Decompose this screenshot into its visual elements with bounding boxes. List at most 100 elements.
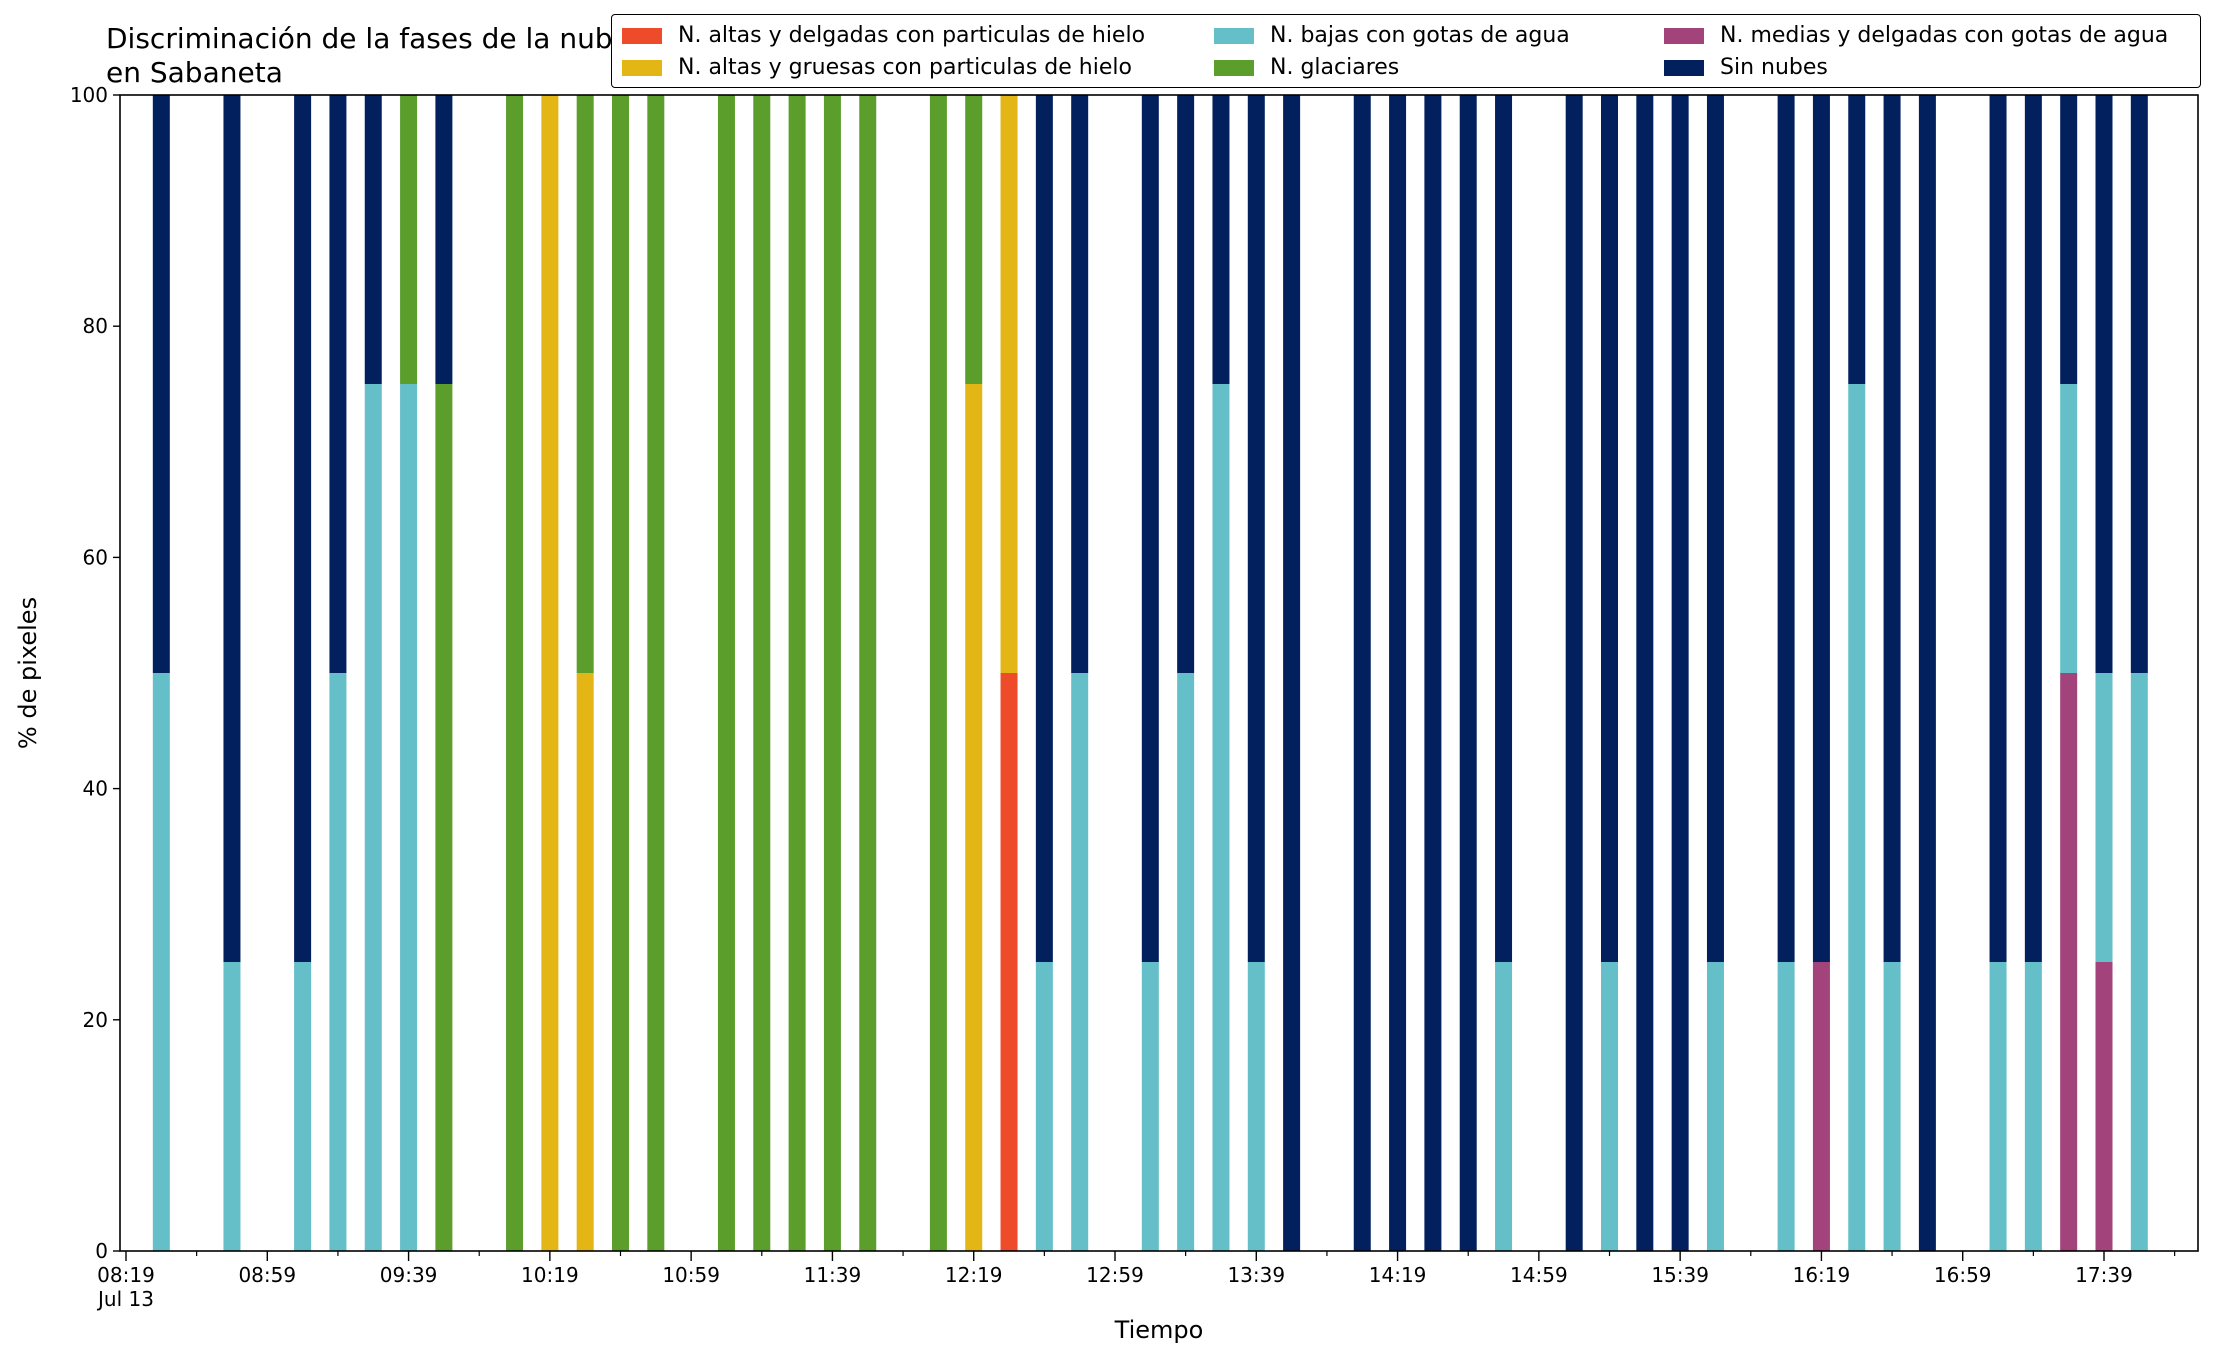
bar-segment [2024,95,2042,962]
bar-segment [2060,95,2078,384]
bar-segment [859,95,877,1251]
bar-segment [965,95,983,384]
bar-segment [717,95,735,1251]
legend-item: N. bajas con gotas de agua [1214,23,1570,48]
y-tick-label: 60 [83,545,108,569]
plot-frame [119,94,2199,1252]
y-tick-label: 100 [70,83,108,107]
bar-segment [329,673,347,1251]
bar-segment [1601,95,1618,962]
bar-segment [788,95,806,1251]
bar-segment [1283,95,1301,1251]
bar-segment [1071,673,1089,1251]
bar-segment [1848,95,1866,384]
legend-label: N. bajas con gotas de agua [1270,23,1570,48]
legend-swatch [1214,27,1254,44]
bar-segment [1706,95,1724,962]
bar-segment [541,95,559,1251]
bar-segment [1495,95,1513,962]
bar-segment [152,95,170,673]
x-tick-label: 15:39 [1651,1263,1709,1287]
x-tick-label: 14:19 [1369,1263,1427,1287]
bar-segment [2095,673,2113,962]
bar-segment [435,95,453,384]
bar-segment [1883,95,1901,962]
x-tick-label: 17:39 [2075,1263,2133,1287]
bar-segment [400,384,418,1251]
legend: N. altas y delgadas con particulas de hi… [611,14,2201,88]
y-axis-label: % de pixeles [14,597,42,749]
chart-title: Discriminación de la fases de la nube en… [106,22,630,89]
bar-segment [1812,962,1830,1251]
bar-segment [435,384,453,1251]
bar-segment [576,95,594,673]
x-tick-label: 10:59 [662,1263,720,1287]
x-tick-label: 14:59 [1510,1263,1568,1287]
bar-segment [823,95,841,1251]
bar-segment [753,95,771,1251]
legend-item: N. medias y delgadas con gotas de agua [1664,23,2168,48]
bar-segment [2060,673,2078,1251]
bar-segment [1177,673,1195,1251]
legend-label: N. medias y delgadas con gotas de agua [1720,23,2169,48]
legend-swatch [1664,27,1704,44]
bar-segment [965,384,983,1251]
x-date-label: Jul 13 [96,1287,154,1311]
bar-segment [1812,95,1830,962]
x-tick-label: 12:19 [945,1263,1003,1287]
legend-item: N. glaciares [1214,55,1399,80]
bar-segment [364,95,382,384]
y-tick-label: 80 [83,314,108,338]
bar-segment [1777,95,1795,962]
bar-segment [1071,95,1089,673]
bar-segment [929,95,947,1251]
x-axis-label: Tiempo [1114,1316,1204,1344]
legend-label: N. altas y delgadas con particulas de hi… [678,23,1146,48]
bar-segment [223,95,241,962]
legend-item: N. altas y gruesas con particulas de hie… [622,55,1132,80]
bar-segment [1671,95,1689,1251]
x-tick-label: 10:19 [521,1263,579,1287]
legend-item: N. altas y delgadas con particulas de hi… [622,23,1145,48]
bar-segment [1495,962,1513,1251]
bar-segment [1918,95,1936,1251]
bar-segment [1035,962,1053,1251]
y-tick-label: 20 [83,1008,108,1032]
bar-segment [2060,384,2078,673]
bar-segment [1989,95,2007,962]
bar-segment [1459,95,1477,1251]
x-tick-label: 09:39 [380,1263,438,1287]
x-tick-label: 16:19 [1793,1263,1851,1287]
y-tick-label: 40 [83,777,108,801]
x-tick-label: 13:39 [1227,1263,1285,1287]
bar-segment [1353,95,1371,1251]
bar-segment [1636,95,1654,1251]
bar-segment [294,962,312,1251]
bar-segment [1247,95,1265,962]
bar-segment [1141,95,1159,962]
bar-segment [400,95,418,384]
bar-segment [1212,384,1230,1251]
bar-segment [506,95,524,1251]
legend-item: Sin nubes [1664,55,1828,80]
bar-segment [1000,95,1018,673]
legend-label: Sin nubes [1720,55,1828,80]
bar-segment [364,384,382,1251]
x-tick-label: 11:39 [804,1263,862,1287]
bar-segment [1424,95,1442,1251]
bar-segment [1883,962,1901,1251]
bar-segment [2095,95,2113,673]
bar-segment [329,95,347,673]
bar-segment [1989,962,2007,1251]
bar-segment [1777,962,1795,1251]
bar-segment [647,95,665,1251]
bar-segment [1848,384,1866,1251]
bar-segment [294,95,312,962]
bar-segment [2095,962,2113,1251]
bar-segment [2024,962,2042,1251]
bar-segment [1177,95,1195,673]
y-tick-label: 0 [95,1239,108,1263]
x-tick-label: 16:59 [1934,1263,1992,1287]
bar-segment [2130,673,2148,1251]
